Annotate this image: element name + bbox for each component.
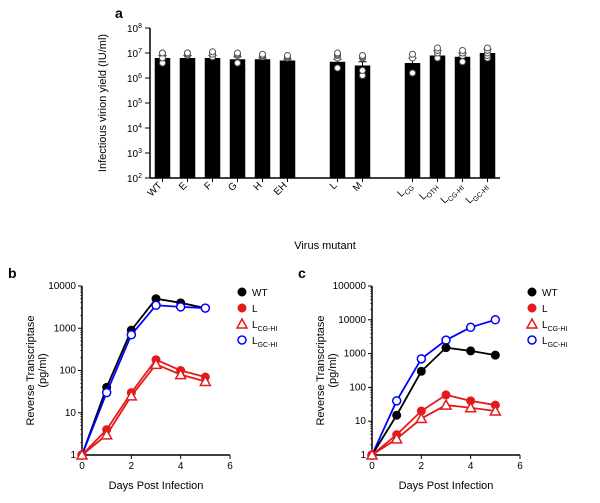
svg-text:M: M xyxy=(351,180,365,194)
svg-text:107: 107 xyxy=(127,48,142,60)
chart-c: 1 10 100 1000 10000 100000 0 2 4 6 Reverse Transcr… xyxy=(310,280,590,495)
svg-text:10: 10 xyxy=(65,408,77,419)
svg-text:LCG-HI: LCG-HI xyxy=(252,320,277,333)
svg-text:103: 103 xyxy=(127,148,142,160)
svg-text:LCG-HI: LCG-HI xyxy=(439,180,466,207)
svg-text:1000: 1000 xyxy=(54,323,77,334)
svg-text:10000: 10000 xyxy=(48,281,76,292)
svg-text:1: 1 xyxy=(360,450,366,461)
svg-text:L: L xyxy=(542,304,548,315)
svg-text:102: 102 xyxy=(127,173,142,185)
svg-text:108: 108 xyxy=(127,23,142,35)
svg-text:2: 2 xyxy=(419,461,425,472)
svg-text:4: 4 xyxy=(178,461,184,472)
svg-text:E: E xyxy=(177,180,190,193)
svg-text:F: F xyxy=(203,180,215,192)
svg-text:6: 6 xyxy=(227,461,233,472)
svg-text:WT: WT xyxy=(542,288,558,299)
svg-text:4: 4 xyxy=(468,461,474,472)
svg-text:6: 6 xyxy=(517,461,523,472)
svg-text:H: H xyxy=(252,180,265,193)
svg-text:Infectious virion yield (IU/ml: Infectious virion yield (IU/ml) xyxy=(97,34,109,172)
svg-text:1000: 1000 xyxy=(344,349,367,360)
svg-text:LCG-HI: LCG-HI xyxy=(542,320,567,333)
svg-text:L: L xyxy=(252,304,258,315)
svg-text:WT: WT xyxy=(252,288,268,299)
svg-text:105: 105 xyxy=(127,98,142,110)
svg-text:LGC-HI: LGC-HI xyxy=(252,336,277,349)
svg-text:Virus mutant: Virus mutant xyxy=(294,240,356,252)
svg-text:L: L xyxy=(328,180,340,192)
svg-text:0: 0 xyxy=(79,461,85,472)
panel-b-label: b xyxy=(8,265,17,281)
panel-c-label: c xyxy=(298,265,306,281)
svg-text:1: 1 xyxy=(70,450,76,461)
svg-text:104: 104 xyxy=(127,123,142,135)
chart-b: 1 10 100 1000 10000 0 2 4 6 Reverse Transcriptase… xyxy=(20,280,300,495)
svg-text:100000: 100000 xyxy=(333,281,367,292)
svg-text:Days Post Infection: Days Post Infection xyxy=(399,480,494,492)
svg-text:G: G xyxy=(226,180,239,193)
svg-text:Days Post Infection: Days Post Infection xyxy=(109,480,204,492)
svg-text:106: 106 xyxy=(127,73,142,85)
svg-text:(pg/ml): (pg/ml) xyxy=(327,353,339,387)
svg-text:Reverse Transcriptase: Reverse Transcriptase xyxy=(25,315,37,425)
svg-text:EH: EH xyxy=(272,180,290,198)
svg-text:LOTH: LOTH xyxy=(417,180,441,204)
svg-text:LGC-HI: LGC-HI xyxy=(464,180,491,207)
svg-text:(pg/ml): (pg/ml) xyxy=(37,353,49,387)
svg-text:LGC-HI: LGC-HI xyxy=(542,336,567,349)
svg-text:100: 100 xyxy=(349,382,366,393)
svg-text:Reverse Transcriptase: Reverse Transcriptase xyxy=(315,315,327,425)
svg-text:10: 10 xyxy=(355,416,367,427)
svg-text:2: 2 xyxy=(129,461,135,472)
svg-text:LCG: LCG xyxy=(395,180,416,201)
svg-text:WT: WT xyxy=(146,180,165,199)
svg-text:0: 0 xyxy=(369,461,375,472)
svg-text:100: 100 xyxy=(59,366,76,377)
svg-text:10000: 10000 xyxy=(338,315,366,326)
chart-a: 102 103 104 105 106 107 108 Infectious virion y… xyxy=(90,18,510,253)
